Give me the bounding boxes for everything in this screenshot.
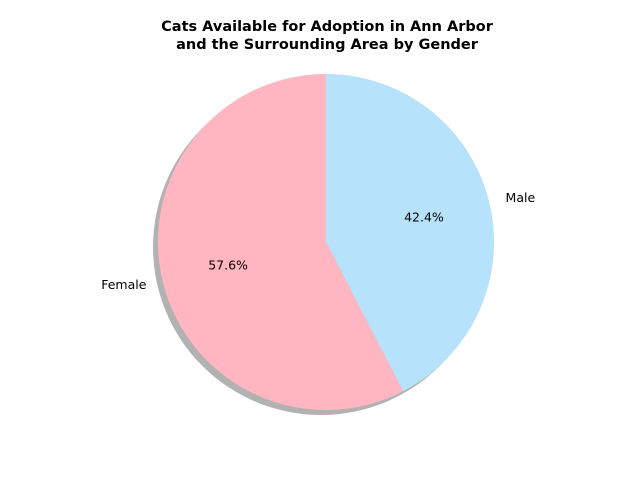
pie-slice-male — [326, 74, 495, 392]
pie-labels: Female 57.6% Male 42.4% — [101, 190, 535, 292]
slice-label-male: Male — [506, 190, 536, 205]
slice-label-female: Female — [101, 277, 147, 292]
pie-slices — [158, 74, 495, 410]
slice-percent-female: 57.6% — [208, 257, 248, 272]
pie-slice-female — [158, 74, 404, 410]
slice-percent-male: 42.4% — [404, 210, 444, 225]
chart-title-line-1: Cats Available for Adoption in Ann Arbor — [161, 19, 494, 35]
chart-title-line-2: and the Surrounding Area by Gender — [176, 37, 479, 53]
